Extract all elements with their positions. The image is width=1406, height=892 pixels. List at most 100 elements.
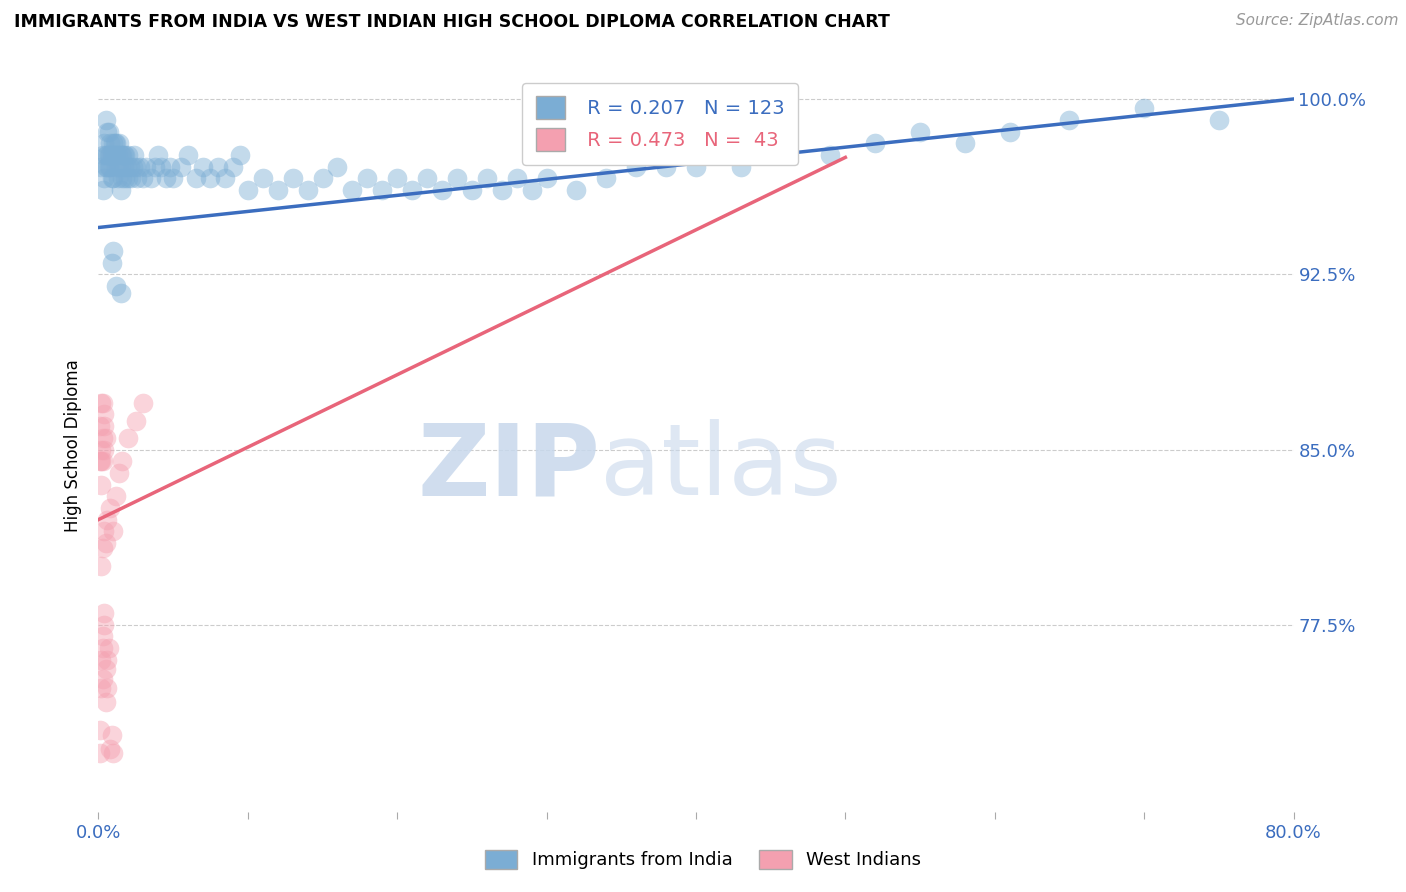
Point [565,183,588,197]
Point [127,171,149,186]
Point [97,125,120,139]
Point [730,160,752,174]
Point [1133,101,1156,115]
Point [155,171,177,186]
Point [91,183,114,197]
Point [93,419,115,434]
Point [94,148,117,162]
Point [101,148,124,162]
Point [191,160,214,174]
Point [461,183,484,197]
Point [93,171,115,186]
Point [118,160,141,174]
Point [229,148,252,162]
Point [91,431,114,445]
Point [111,454,134,468]
Point [104,148,127,162]
Point [90,442,112,457]
Point [110,160,132,174]
Point [97,148,120,162]
Point [326,160,349,174]
Point [297,183,319,197]
Point [91,641,114,656]
Point [101,255,124,269]
Point [90,396,112,410]
Point [110,148,132,162]
Point [685,160,707,174]
Point [103,148,125,162]
Point [114,148,136,162]
Y-axis label: High School Diploma: High School Diploma [65,359,83,533]
Point [124,148,146,162]
Point [98,160,122,174]
Point [96,148,118,162]
Point [536,171,558,186]
Point [908,125,931,139]
Point [110,285,132,300]
Point [143,160,166,174]
Point [93,606,115,620]
Point [107,171,129,186]
Point [132,171,155,186]
Point [101,728,124,742]
Point [105,136,128,151]
Point [105,160,128,174]
Point [162,171,184,186]
Point [103,524,125,539]
Point [117,171,139,186]
Point [222,160,245,174]
Point [311,171,333,186]
Point [105,489,128,503]
Point [103,171,125,186]
Point [96,160,118,174]
Point [103,136,125,151]
Point [96,125,118,139]
Point [108,466,131,480]
Point [1059,113,1081,128]
Point [93,408,115,422]
Point [103,244,125,258]
Point [96,513,118,527]
Point [491,183,513,197]
Text: IMMIGRANTS FROM INDIA VS WEST INDIAN HIGH SCHOOL DIPLOMA CORRELATION CHART: IMMIGRANTS FROM INDIA VS WEST INDIAN HIG… [14,13,890,31]
Point [90,653,112,667]
Point [998,125,1021,139]
Point [125,160,148,174]
Point [96,653,118,667]
Point [112,148,135,162]
Point [89,747,111,761]
Point [506,171,529,186]
Point [98,148,122,162]
Point [98,500,122,515]
Point [94,662,117,676]
Point [91,454,114,468]
Text: ZIP: ZIP [418,419,600,516]
Point [342,183,364,197]
Legend:  R = 0.207   N = 123,  R = 0.473   N =  43: R = 0.207 N = 123, R = 0.473 N = 43 [523,83,797,164]
Point [267,183,290,197]
Point [97,160,120,174]
Point [371,183,394,197]
Point [94,160,117,174]
Point [865,136,887,151]
Text: atlas: atlas [600,419,842,516]
Point [356,171,378,186]
Point [91,148,114,162]
Point [117,148,139,162]
Point [93,136,115,151]
Point [177,148,200,162]
Point [89,723,111,737]
Point [595,171,617,186]
Point [236,183,259,197]
Point [820,148,842,162]
Point [98,741,122,756]
Point [112,160,135,174]
Point [159,160,181,174]
Legend: Immigrants from India, West Indians: Immigrants from India, West Indians [475,841,931,879]
Point [132,396,155,410]
Point [104,136,127,151]
Point [105,279,128,293]
Point [89,419,111,434]
Point [775,148,797,162]
Point [90,681,112,695]
